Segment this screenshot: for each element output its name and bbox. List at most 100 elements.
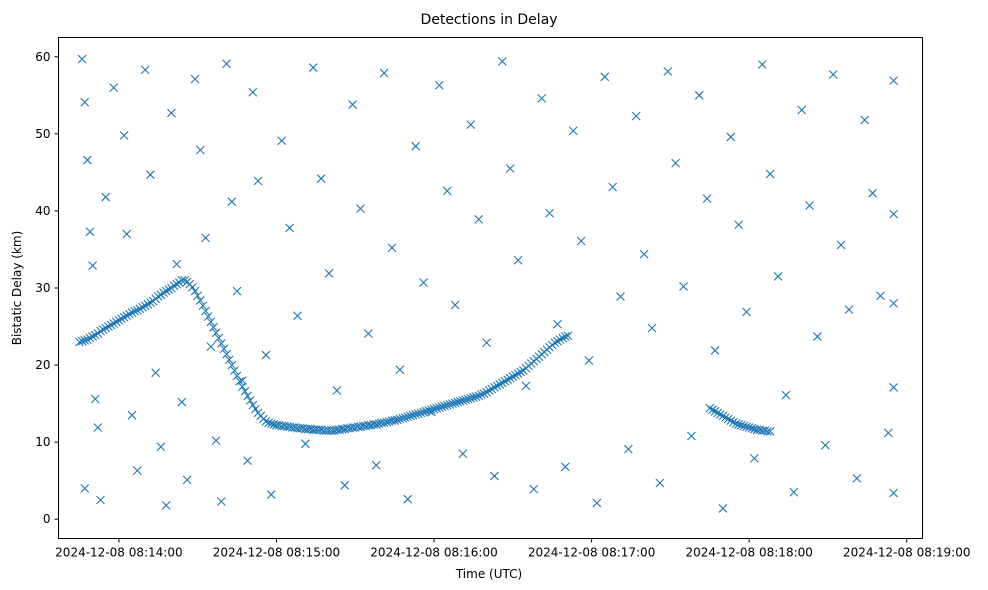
data-point	[161, 286, 171, 296]
data-point	[382, 417, 392, 427]
data-point	[702, 194, 712, 203]
data-point	[805, 201, 814, 210]
data-point	[411, 141, 421, 151]
data-point	[371, 420, 381, 429]
data-point	[550, 338, 560, 348]
data-point	[243, 456, 252, 466]
data-point	[132, 305, 142, 315]
x-axis: 2024-12-08 08:14:00 2024-12-08 08:15:00 20…	[55, 538, 970, 560]
data-point	[195, 295, 205, 305]
data-point	[253, 176, 263, 186]
data-point	[106, 320, 116, 330]
data-point	[211, 328, 221, 338]
data-point	[264, 418, 273, 428]
data-point	[721, 413, 730, 422]
data-point	[206, 317, 216, 327]
data-point	[497, 378, 507, 388]
x-tick-label: 2024-12-08 08:14:00	[55, 546, 182, 560]
data-point	[371, 460, 381, 470]
data-point	[713, 408, 723, 418]
data-point	[146, 170, 155, 180]
data-point	[442, 186, 452, 196]
data-point	[445, 399, 455, 409]
data-point	[876, 291, 885, 301]
data-point	[466, 120, 476, 129]
data-point	[392, 415, 402, 425]
y-axis-label: Bistatic Delay (km)	[10, 231, 24, 346]
x-axis-label: Time (UTC)	[455, 567, 522, 581]
data-point	[104, 322, 113, 331]
y-axis: 0 10 20 30 40 50 60	[35, 50, 59, 526]
data-point	[135, 304, 145, 314]
data-point	[883, 428, 893, 438]
data-point	[201, 306, 210, 316]
data-point	[461, 395, 470, 405]
data-point	[77, 54, 87, 64]
data-point	[119, 312, 129, 322]
data-point	[860, 115, 870, 125]
data-point	[395, 365, 405, 375]
scatter-markers	[75, 54, 899, 513]
x-tick-label: 2024-12-08 08:15:00	[213, 546, 340, 560]
data-point	[285, 223, 294, 233]
data-point	[195, 145, 205, 155]
y-tick-label: 30	[35, 281, 50, 295]
data-point	[537, 94, 547, 103]
data-point	[324, 268, 334, 278]
data-point	[726, 132, 736, 142]
data-point	[757, 60, 767, 69]
y-tick-label: 50	[35, 127, 50, 141]
data-point	[222, 349, 231, 359]
data-point	[508, 372, 518, 382]
data-point	[266, 419, 276, 429]
data-point	[156, 442, 166, 452]
data-point	[419, 407, 428, 417]
data-point	[101, 192, 111, 202]
data-point	[101, 323, 111, 333]
data-point	[820, 440, 830, 450]
data-point	[77, 336, 87, 346]
data-point	[500, 376, 510, 386]
data-point	[608, 182, 618, 192]
data-point	[277, 136, 287, 146]
data-point	[403, 494, 413, 504]
data-point	[424, 406, 434, 415]
data-point	[216, 497, 226, 506]
data-point	[679, 282, 688, 291]
data-point	[458, 449, 468, 459]
data-point	[647, 323, 657, 333]
data-point	[140, 301, 150, 311]
data-point	[734, 420, 744, 429]
data-point	[232, 286, 242, 296]
data-point	[90, 394, 100, 404]
data-point	[592, 498, 602, 508]
data-point	[455, 396, 465, 406]
data-point	[227, 360, 237, 370]
data-point	[340, 480, 350, 490]
data-point	[710, 406, 720, 416]
data-point	[558, 333, 568, 343]
data-point	[82, 335, 92, 345]
data-point	[484, 386, 494, 395]
data-point	[715, 410, 725, 419]
data-point	[177, 397, 187, 407]
data-point	[671, 158, 681, 168]
data-point	[85, 227, 95, 237]
data-point	[726, 416, 736, 425]
data-point	[180, 275, 189, 285]
data-point	[190, 286, 200, 296]
data-point	[476, 389, 486, 399]
y-tick-label: 0	[43, 512, 51, 526]
data-point	[631, 111, 641, 121]
data-point	[243, 391, 252, 401]
data-point	[487, 384, 497, 394]
data-point	[230, 366, 239, 375]
data-point	[463, 394, 473, 404]
data-point	[797, 105, 807, 115]
data-point	[639, 249, 649, 259]
data-point	[96, 326, 105, 336]
data-point	[600, 72, 610, 82]
data-point	[211, 436, 221, 446]
data-point	[687, 431, 696, 441]
